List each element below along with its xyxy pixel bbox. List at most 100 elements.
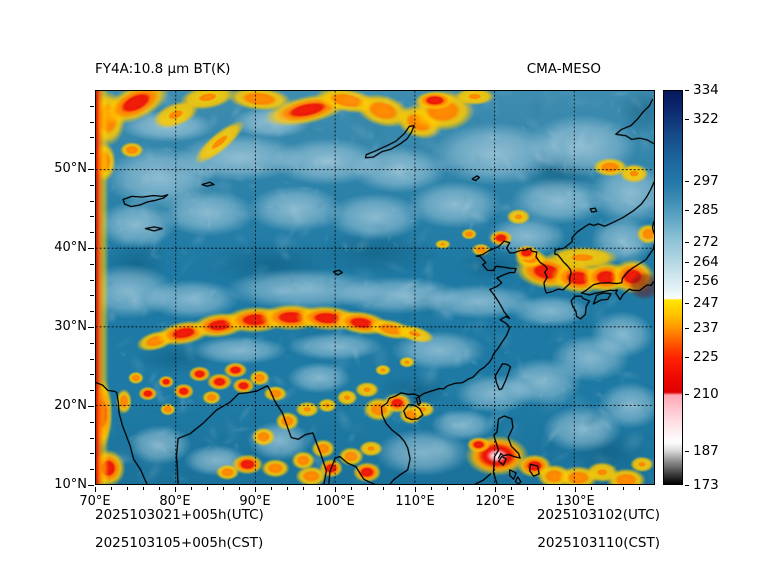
x-axis-tick xyxy=(495,487,496,492)
y-tick-label: 30°N xyxy=(54,319,87,334)
colorbar-tick xyxy=(685,485,689,486)
x-tick-label: 100°E xyxy=(315,494,355,509)
x-axis-minor-tick xyxy=(127,487,128,490)
x-axis-minor-tick xyxy=(223,487,224,490)
colorbar-tick xyxy=(685,261,689,263)
colorbar-tick-label: 173 xyxy=(693,477,719,493)
y-tick-label: 50°N xyxy=(54,161,87,176)
y-axis-minor-tick xyxy=(90,295,94,297)
x-axis-tick xyxy=(415,487,416,492)
y-axis-minor-tick xyxy=(90,153,94,155)
colorbar-tick-label: 264 xyxy=(693,253,719,270)
colorbar-tick-label: 237 xyxy=(693,319,719,336)
y-axis-minor-tick xyxy=(90,200,94,202)
colorbar-tick-label: 297 xyxy=(693,172,719,189)
x-axis-minor-tick xyxy=(639,487,640,490)
y-axis-tick xyxy=(88,248,94,249)
colorbar-tick xyxy=(685,90,689,91)
x-axis-minor-tick xyxy=(111,487,112,490)
x-axis-minor-tick xyxy=(543,487,544,490)
x-tick-label: 90°E xyxy=(239,494,271,509)
x-axis-minor-tick xyxy=(351,487,352,490)
colorbar-tick-label: 334 xyxy=(693,82,719,98)
colorbar-tick xyxy=(685,180,689,182)
y-axis-minor-tick xyxy=(90,469,94,471)
y-axis-minor-tick xyxy=(90,453,94,455)
colorbar-tick-label: 322 xyxy=(693,111,719,128)
colorbar-tick-label: 272 xyxy=(693,234,719,251)
x-axis-tick xyxy=(175,487,176,492)
y-tick-label: 10°N xyxy=(54,477,87,492)
colorbar-tick-label: 210 xyxy=(693,386,719,403)
x-axis-tick xyxy=(575,487,576,492)
x-axis-minor-tick xyxy=(623,487,624,490)
y-axis-minor-tick xyxy=(90,105,94,107)
x-axis-minor-tick xyxy=(591,487,592,490)
y-axis-minor-tick xyxy=(90,374,94,376)
x-axis-minor-tick xyxy=(303,487,304,490)
y-tick-label: 40°N xyxy=(54,240,87,255)
y-axis-minor-tick xyxy=(90,279,94,281)
bt-heatmap-canvas xyxy=(96,91,654,484)
x-axis-tick xyxy=(95,487,96,492)
colorbar xyxy=(663,90,683,485)
x-axis-minor-tick xyxy=(559,487,560,490)
y-axis-tick xyxy=(88,169,94,170)
x-tick-label: 80°E xyxy=(159,494,191,509)
x-tick-label: 110°E xyxy=(395,494,435,509)
y-axis-minor-tick xyxy=(90,390,94,392)
y-axis-minor-tick xyxy=(90,137,94,139)
plot-title-left: FY4A:10.8 μm BT(K) xyxy=(95,61,231,77)
y-axis-minor-tick xyxy=(90,121,94,123)
colorbar-tick-label: 285 xyxy=(693,202,719,219)
plot-title-right: CMA-MESO xyxy=(526,61,601,77)
colorbar-tick xyxy=(685,242,689,244)
y-axis-minor-tick xyxy=(90,358,94,360)
y-axis-minor-tick xyxy=(90,232,94,234)
x-tick-label: 120°E xyxy=(475,494,515,509)
footer-valid-time-cst: 2025103110(CST) xyxy=(537,535,660,551)
x-axis-minor-tick xyxy=(447,487,448,490)
y-axis-minor-tick xyxy=(90,421,94,423)
y-axis-tick xyxy=(88,406,94,407)
colorbar-tick xyxy=(685,303,689,305)
map-plot-area xyxy=(95,90,655,485)
x-axis-minor-tick xyxy=(287,487,288,490)
y-axis-minor-tick xyxy=(90,311,94,313)
colorbar-tick xyxy=(685,281,689,283)
y-axis-minor-tick xyxy=(90,342,94,344)
colorbar-tick-label: 225 xyxy=(693,349,719,366)
colorbar-gradient xyxy=(664,91,682,484)
x-axis-minor-tick xyxy=(239,487,240,490)
x-axis-tick xyxy=(255,487,256,492)
x-axis-minor-tick xyxy=(607,487,608,490)
x-axis-minor-tick xyxy=(479,487,480,490)
y-axis-tick xyxy=(88,327,94,328)
footer-init-time-utc: 2025103021+005h(UTC) xyxy=(95,507,264,523)
footer-valid-time-utc: 2025103102(UTC) xyxy=(536,507,660,523)
x-axis-minor-tick xyxy=(383,487,384,490)
y-axis-minor-tick xyxy=(90,437,94,439)
x-axis-minor-tick xyxy=(207,487,208,490)
x-axis-minor-tick xyxy=(191,487,192,490)
x-axis-minor-tick xyxy=(159,487,160,490)
x-tick-label: 70°E xyxy=(79,494,111,509)
colorbar-tick-label: 247 xyxy=(693,295,719,312)
colorbar-tick xyxy=(685,450,689,452)
x-tick-label: 130°E xyxy=(555,494,595,509)
y-axis-minor-tick xyxy=(90,184,94,186)
x-axis-minor-tick xyxy=(431,487,432,490)
y-axis-minor-tick xyxy=(90,216,94,218)
x-axis-minor-tick xyxy=(271,487,272,490)
colorbar-tick xyxy=(685,119,689,121)
colorbar-tick xyxy=(685,327,689,329)
x-axis-minor-tick xyxy=(319,487,320,490)
colorbar-tick xyxy=(685,210,689,212)
colorbar-tick xyxy=(685,394,689,396)
x-axis-minor-tick xyxy=(143,487,144,490)
x-axis-minor-tick xyxy=(511,487,512,490)
colorbar-tick-label: 256 xyxy=(693,273,719,290)
x-axis-minor-tick xyxy=(463,487,464,490)
footer-init-time-cst: 2025103105+005h(CST) xyxy=(95,535,264,551)
